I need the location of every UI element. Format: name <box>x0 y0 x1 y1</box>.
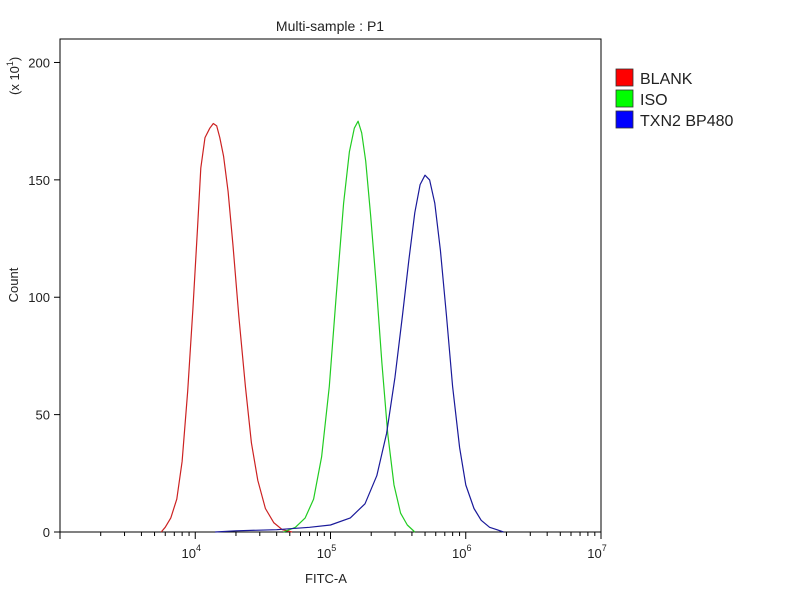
chart-title: Multi-sample : P1 <box>276 18 384 34</box>
x-axis-label: FITC-A <box>305 571 347 586</box>
y-axis-label: Count <box>6 267 21 302</box>
legend-swatch <box>615 89 634 108</box>
y-multiplier: (x 101) <box>5 57 22 95</box>
y-tick-label: 0 <box>43 525 50 540</box>
x-tick-label: 105 <box>317 543 336 561</box>
legend-swatch <box>615 68 634 87</box>
svg-text:(x 101): (x 101) <box>5 57 22 95</box>
x-tick-label: 104 <box>182 543 201 561</box>
series-line-iso <box>283 120 416 533</box>
legend-label: TXN2 BP480 <box>640 113 733 130</box>
y-multiplier-exp: 1 <box>5 61 15 66</box>
plot-area <box>59 38 602 533</box>
series-line-txn2-bp480 <box>214 174 504 533</box>
legend-label: ISO <box>640 92 668 109</box>
y-multiplier-label: (x 10 <box>7 66 22 95</box>
x-tick-label: 107 <box>587 543 606 561</box>
y-tick-label: 150 <box>28 173 50 188</box>
legend-label: BLANK <box>640 71 693 88</box>
series-line-blank <box>160 122 293 533</box>
legend-swatch <box>615 110 634 129</box>
x-tick-label: 106 <box>452 543 471 561</box>
y-tick-label: 100 <box>28 290 50 305</box>
y-tick-label: 50 <box>36 408 50 423</box>
y-tick-label: 200 <box>28 55 50 70</box>
